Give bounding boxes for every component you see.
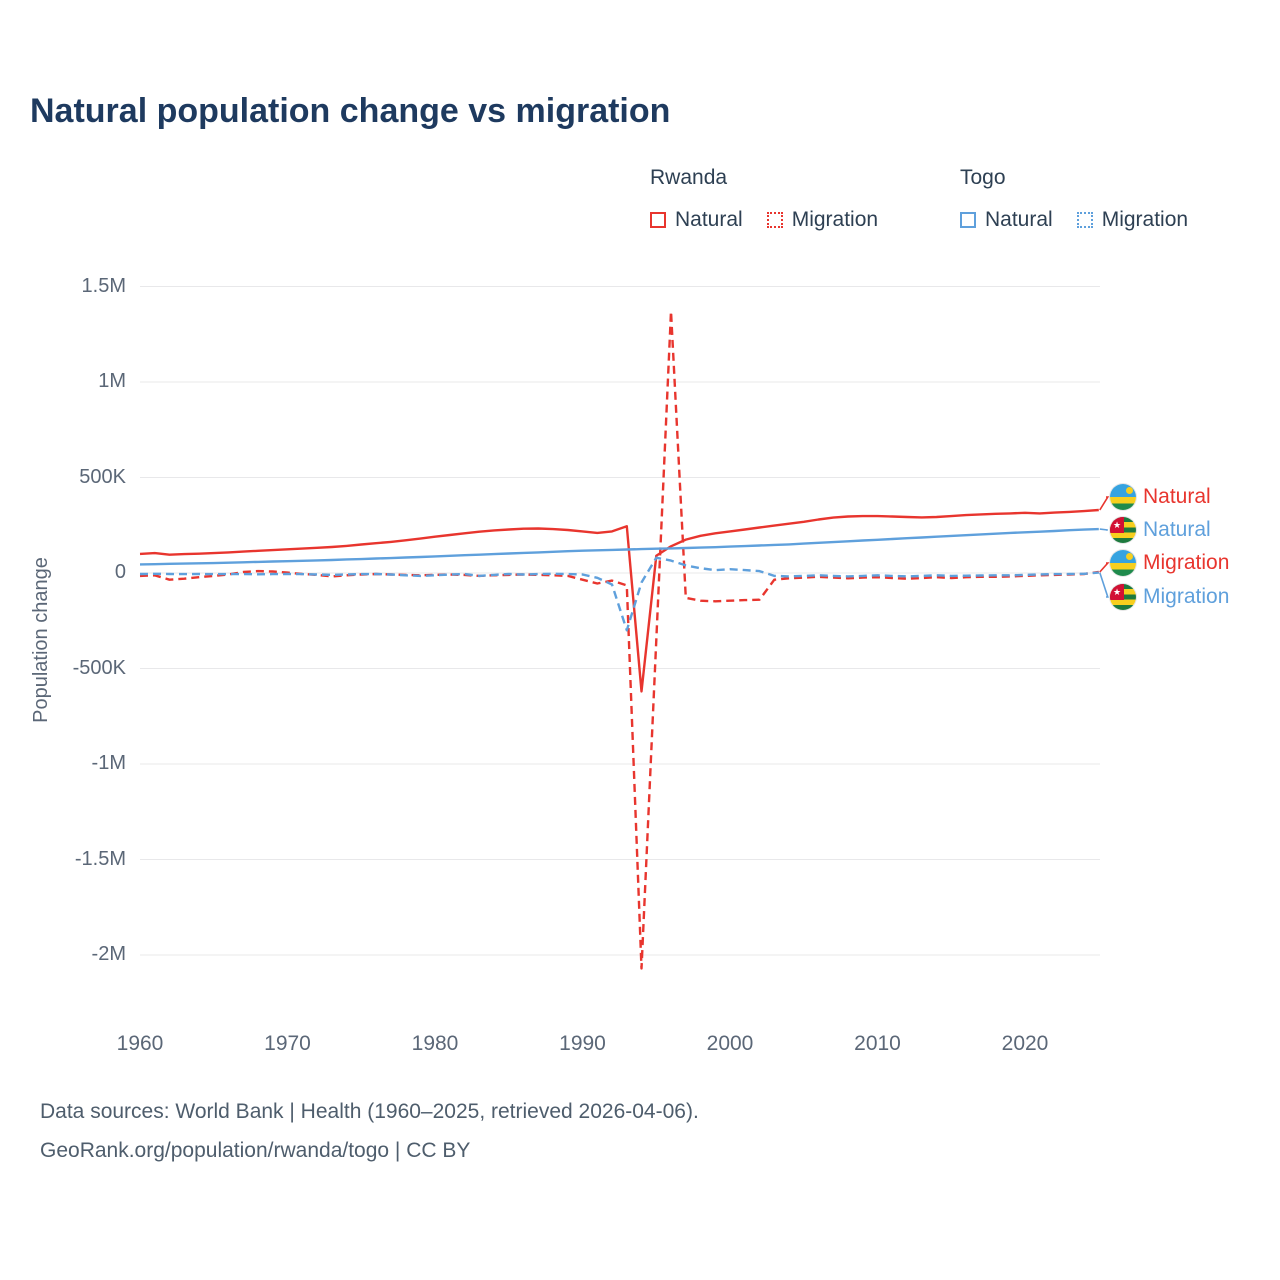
chart-title: Natural population change vs migration bbox=[30, 92, 671, 130]
legend-item-togo-natural[interactable]: Natural bbox=[960, 208, 1053, 232]
legend-items-rwanda: Natural Migration bbox=[650, 208, 878, 232]
x-tick-label: 1960 bbox=[116, 1032, 164, 1055]
label-leader-line bbox=[1099, 562, 1110, 573]
y-tick-label: 1M bbox=[98, 370, 126, 392]
label-leader-line bbox=[1099, 528, 1108, 531]
x-tick-label: 2000 bbox=[706, 1032, 754, 1055]
x-tick-label: 1990 bbox=[559, 1032, 606, 1055]
series-line-rwanda_natural bbox=[139, 508, 1099, 693]
legend-item-label: Natural bbox=[675, 208, 743, 231]
legend-group-togo: Togo Natural Migration bbox=[960, 166, 1188, 232]
legend-group-title-rwanda: Rwanda bbox=[650, 166, 728, 189]
data-sources-line: Data sources: World Bank | Health (1960–… bbox=[40, 1100, 699, 1123]
y-tick-label: -1.5M bbox=[74, 847, 126, 870]
rwanda-flag-icon bbox=[1110, 550, 1136, 576]
rwanda-flag-icon bbox=[1110, 484, 1136, 510]
series-end-label-togo-natural: Natural bbox=[1110, 515, 1211, 545]
x-tick-label: 1980 bbox=[411, 1032, 459, 1055]
series-end-label-text: Migration bbox=[1143, 585, 1230, 608]
x-tick-label: 1970 bbox=[264, 1032, 311, 1055]
series-line-togo_natural bbox=[139, 527, 1099, 566]
legend-item-rwanda-migration[interactable]: Migration bbox=[766, 208, 879, 232]
y-tick-label: 0 bbox=[114, 561, 126, 583]
label-leader-line bbox=[1099, 572, 1109, 598]
togo-flag-icon bbox=[1110, 584, 1136, 610]
x-tick-label: 2020 bbox=[1001, 1032, 1049, 1055]
legend-group-title-togo: Togo bbox=[960, 166, 1006, 189]
series-end-label-text: Migration bbox=[1143, 551, 1230, 574]
y-tick-label: -500K bbox=[72, 656, 126, 679]
series-line-togo_migration bbox=[139, 556, 1099, 632]
series-end-label-rwanda-migration: Migration bbox=[1110, 548, 1229, 578]
legend-item-label: Migration bbox=[791, 208, 879, 231]
legend-item-label: Natural bbox=[985, 208, 1053, 231]
y-tick-label: 1.5M bbox=[81, 274, 126, 297]
label-leader-line bbox=[1099, 496, 1110, 511]
attribution-line: GeoRank.org/population/rwanda/togo | CC … bbox=[40, 1139, 471, 1162]
legend-items-togo: Natural Migration bbox=[960, 208, 1188, 232]
x-tick-label: 2010 bbox=[854, 1032, 901, 1055]
series-line-rwanda_migration bbox=[139, 310, 1099, 970]
y-tick-label: -2M bbox=[91, 943, 126, 965]
y-tick-label: -1M bbox=[91, 752, 126, 774]
dashed-line-swatch-icon bbox=[766, 212, 783, 228]
series-end-label-text: Natural bbox=[1143, 518, 1211, 541]
solid-line-swatch-icon bbox=[650, 212, 666, 228]
series-end-label-rwanda-natural: Natural bbox=[1110, 482, 1211, 512]
y-tick-label: 500K bbox=[79, 465, 126, 488]
solid-line-swatch-icon bbox=[960, 212, 976, 228]
gridlines bbox=[140, 286, 1100, 956]
dashed-line-swatch-icon bbox=[1076, 212, 1093, 228]
legend-item-label: Migration bbox=[1101, 208, 1189, 231]
legend-item-rwanda-natural[interactable]: Natural bbox=[650, 208, 743, 232]
series-end-label-text: Natural bbox=[1143, 485, 1211, 508]
togo-flag-icon bbox=[1110, 517, 1136, 543]
legend-group-rwanda: Rwanda Natural Migration bbox=[650, 166, 878, 232]
legend-item-togo-migration[interactable]: Migration bbox=[1076, 208, 1189, 232]
series-end-label-togo-migration: Migration bbox=[1110, 582, 1229, 612]
